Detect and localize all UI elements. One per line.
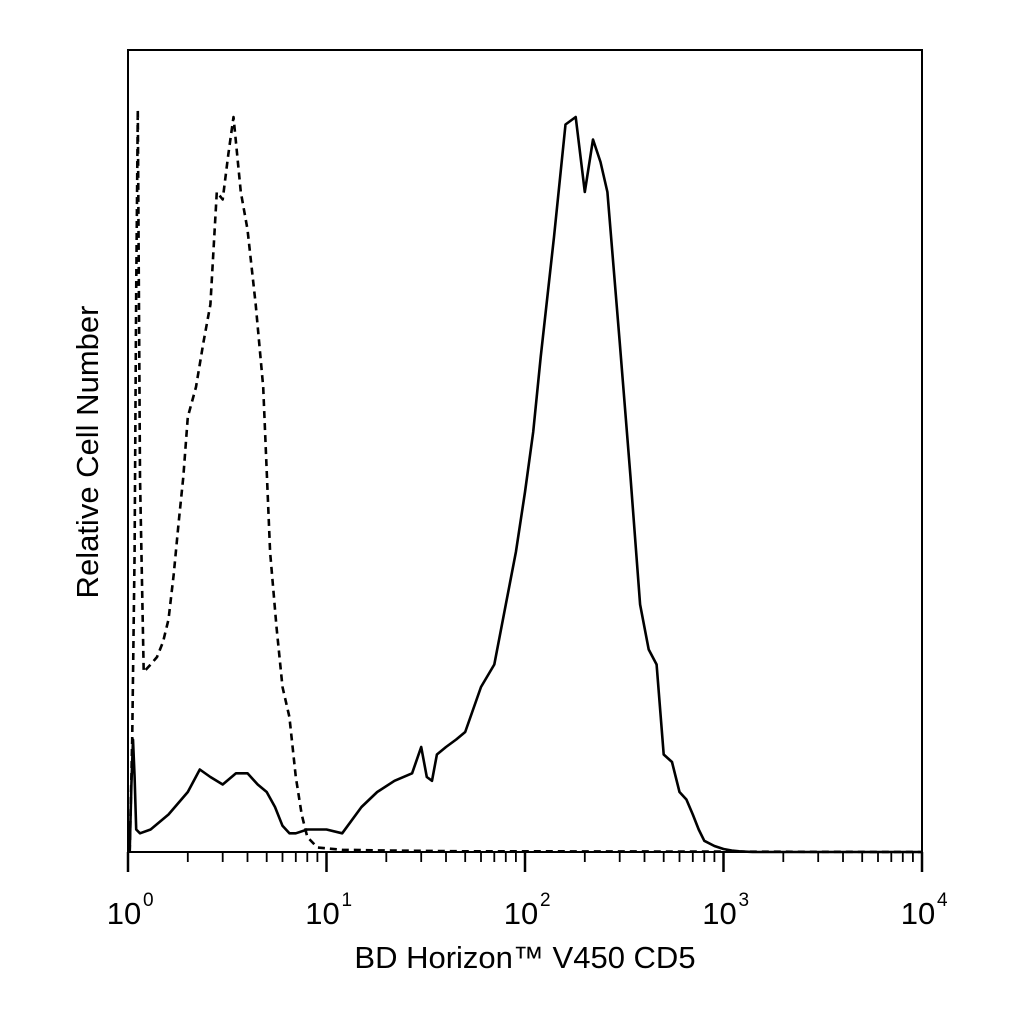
plot-frame: [127, 49, 923, 853]
x-tick-exponent: 3: [739, 890, 750, 911]
x-tick-label: 10: [702, 896, 736, 931]
solid-histogram-line: [128, 115, 922, 854]
x-tick-exponent: 4: [937, 890, 948, 911]
x-axis-tick-labels: 10 0 10 1 10 2 10 3 10 4: [107, 890, 948, 931]
x-axis-title: BD Horizon™ V450 CD5: [354, 940, 695, 975]
x-tick-exponent: 1: [342, 890, 353, 911]
x-tick-label: 10: [504, 896, 538, 931]
series-layer: [128, 108, 923, 854]
x-tick-label: 10: [107, 896, 141, 931]
x-axis-ticks: [126, 852, 924, 872]
x-tick-label: 10: [901, 896, 935, 931]
x-tick-exponent: 0: [143, 890, 154, 911]
x-tick-exponent: 2: [540, 890, 551, 911]
x-tick-label: 10: [305, 896, 339, 931]
dashed-histogram-line: [128, 108, 923, 854]
y-axis-title: Relative Cell Number: [70, 306, 105, 599]
